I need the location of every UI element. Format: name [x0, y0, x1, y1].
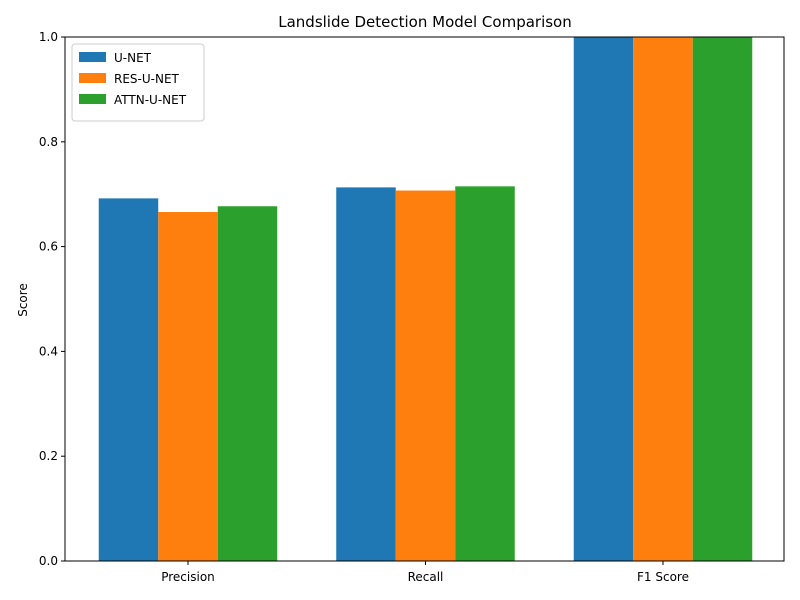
legend: U-NET RES-U-NET ATTN-U-NET [71, 43, 205, 122]
x-tick-label: Precision [161, 570, 215, 584]
bar-res-u-net-2 [633, 37, 693, 561]
bar-u-net-1 [336, 187, 396, 561]
legend-label-attn-u-net: ATTN-U-NET [114, 93, 187, 107]
y-axis-label: Score [16, 283, 30, 317]
y-tick-label: 0.8 [39, 135, 58, 149]
plot-area: 0.0 0.2 0.4 0.6 0.8 1.0 Precision Recall F1 Scor… [39, 30, 785, 584]
bar-attn-u-net-1 [455, 186, 515, 561]
legend-swatch-u-net [79, 52, 106, 62]
y-tick-label: 0.2 [39, 449, 58, 463]
legend-swatch-res-u-net [79, 73, 106, 83]
chart-title: Landslide Detection Model Comparison [278, 13, 572, 31]
bar-res-u-net-1 [395, 190, 456, 562]
legend-label-u-net: U-NET [114, 51, 152, 65]
bar-attn-u-net-2 [692, 37, 753, 561]
y-tick-label: 0.0 [39, 554, 58, 568]
legend-label-res-u-net: RES-U-NET [114, 72, 180, 86]
y-tick-label: 0.4 [39, 344, 58, 358]
x-tick-label: F1 Score [637, 570, 689, 584]
bar-u-net-2 [573, 37, 634, 561]
axes-frame [64, 36, 785, 562]
bar-res-u-net-0 [158, 212, 218, 562]
y-tick-label: 0.6 [39, 240, 58, 254]
y-tick-label: 1.0 [39, 30, 58, 44]
x-tick-label: Recall [408, 570, 444, 584]
bar-u-net-0 [98, 198, 159, 561]
legend-swatch-attn-u-net [79, 94, 106, 104]
bar-attn-u-net-0 [217, 206, 278, 561]
